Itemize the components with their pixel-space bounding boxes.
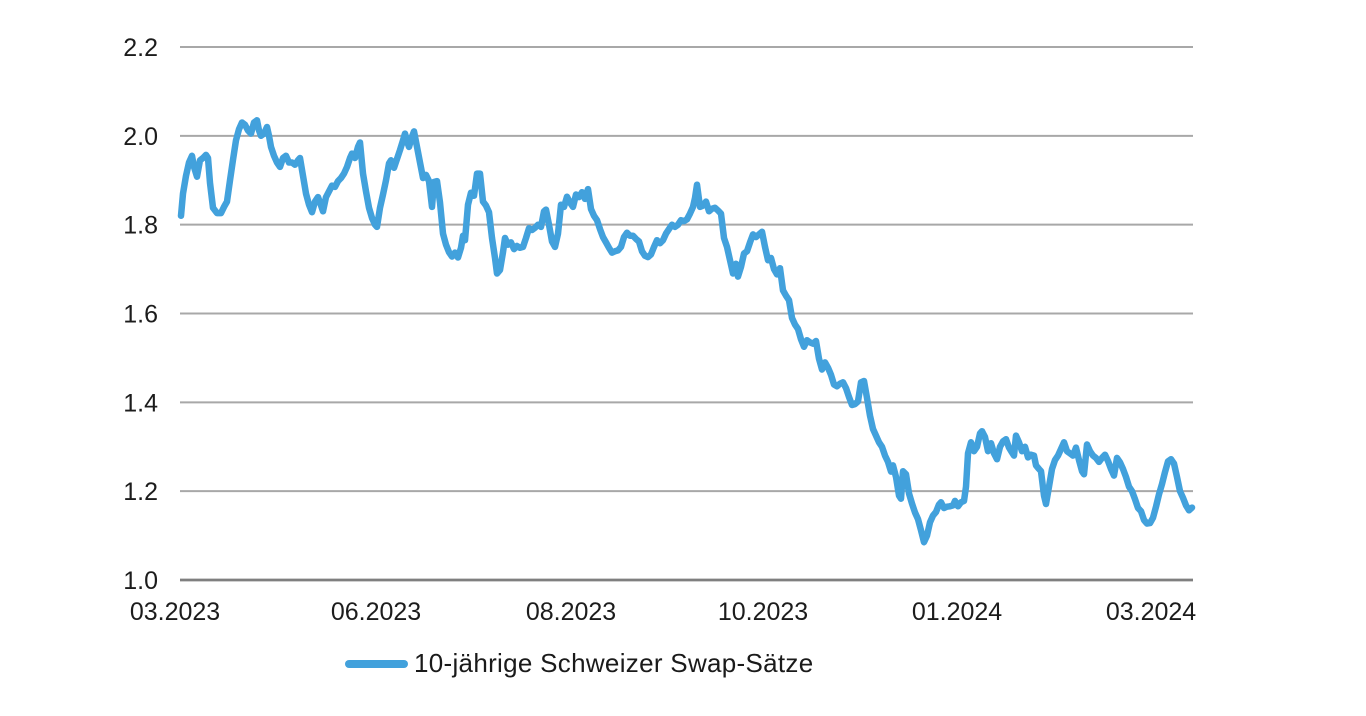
x-tick-label: 01.2024 <box>912 598 1002 626</box>
y-tick-label: 2.2 <box>123 34 158 62</box>
y-tick-label: 2.0 <box>123 123 158 151</box>
y-tick-label: 1.4 <box>123 389 158 417</box>
legend-label: 10-jährige Schweizer Swap-Sätze <box>414 648 814 678</box>
x-tick-label: 03.2024 <box>1106 598 1196 626</box>
x-tick-label: 08.2023 <box>526 598 616 626</box>
x-tick-label: 03.2023 <box>130 598 220 626</box>
x-tick-label: 06.2023 <box>331 598 421 626</box>
x-tick-label: 10.2023 <box>718 598 808 626</box>
y-tick-label: 1.2 <box>123 478 158 506</box>
y-tick-label: 1.0 <box>123 567 158 595</box>
y-tick-label: 1.8 <box>123 212 158 240</box>
y-tick-label: 1.6 <box>123 301 158 329</box>
legend-line-marker <box>345 659 408 668</box>
swap-rate-line <box>177 117 1196 546</box>
chart-legend: 10-jährige Schweizer Swap-Sätze <box>345 648 814 679</box>
